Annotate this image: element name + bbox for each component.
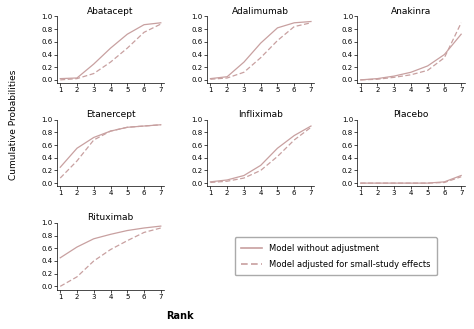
Title: Infliximab: Infliximab	[238, 110, 283, 119]
Title: Placebo: Placebo	[393, 110, 428, 119]
Title: Etanercept: Etanercept	[86, 110, 136, 119]
Title: Anakinra: Anakinra	[391, 7, 431, 16]
Title: Adalimumab: Adalimumab	[232, 7, 289, 16]
Text: Cumulative Probabilities: Cumulative Probabilities	[9, 70, 18, 180]
Title: Rituximab: Rituximab	[87, 213, 134, 222]
Legend: Model without adjustment, Model adjusted for small-study effects: Model without adjustment, Model adjusted…	[235, 237, 437, 275]
Text: Rank: Rank	[166, 311, 194, 321]
Title: Abatacept: Abatacept	[87, 7, 134, 16]
